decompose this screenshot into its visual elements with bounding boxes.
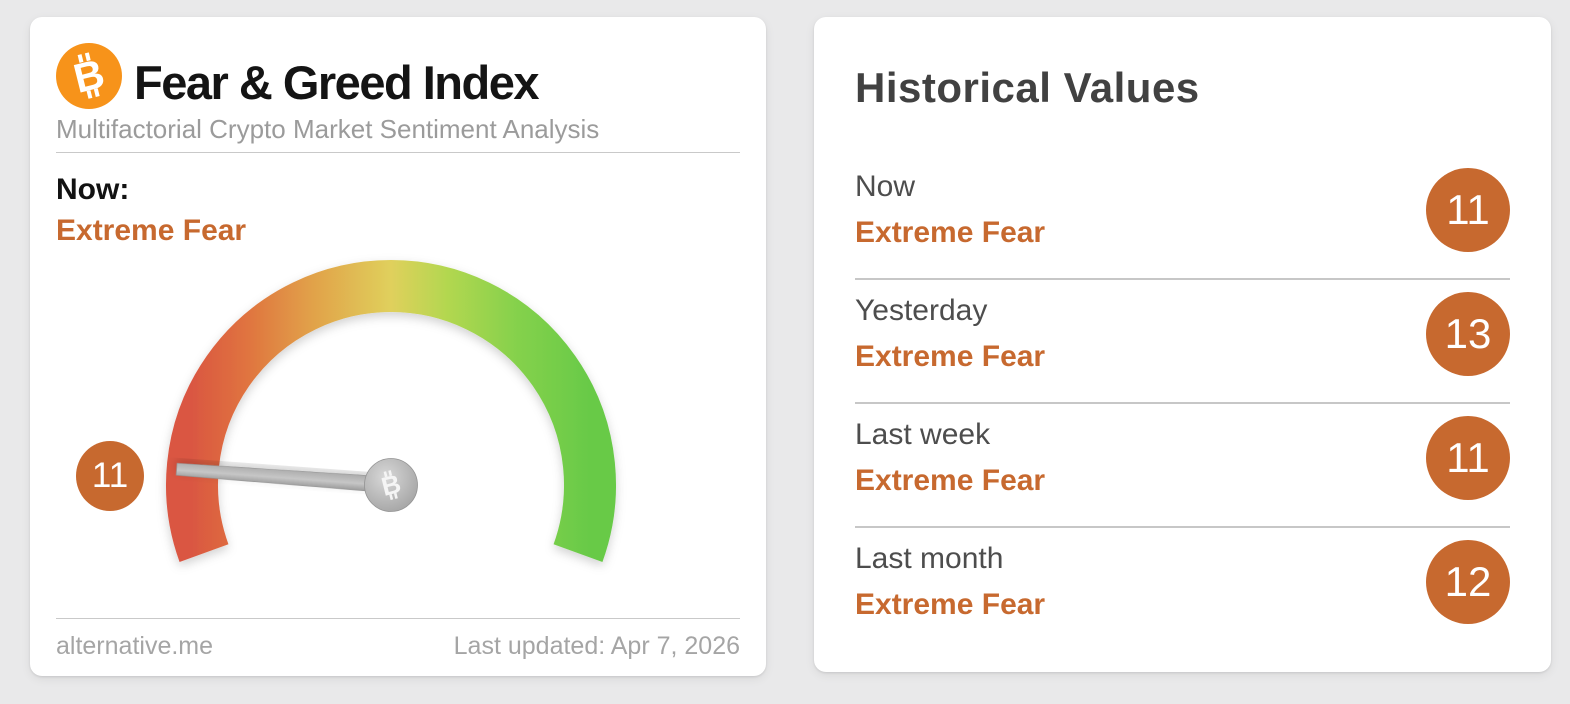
row-label: Now: [855, 170, 916, 203]
alternative-me-link[interactable]: alternative.me: [56, 632, 214, 660]
now-label: Now:: [56, 173, 130, 206]
row-value-badge: 13: [1426, 292, 1510, 376]
row-label: Last week: [855, 418, 991, 451]
row-classification: Extreme Fear: [855, 464, 1046, 497]
historical-values-card: Historical Values Now Extreme Fear 11 Ye…: [814, 17, 1551, 672]
row-classification: Extreme Fear: [855, 216, 1046, 249]
row-classification: Extreme Fear: [855, 340, 1046, 373]
gauge: B: [166, 260, 616, 562]
historical-row-last-month: Last month Extreme Fear 12: [855, 528, 1510, 652]
page-title: Fear & Greed Index: [134, 56, 540, 109]
gauge-arc: [166, 260, 616, 562]
header-divider: [56, 152, 740, 153]
bitcoin-icon: B: [56, 43, 122, 109]
row-label: Last month: [855, 542, 1004, 575]
now-classification: Extreme Fear: [56, 214, 247, 247]
historical-values-title: Historical Values: [855, 64, 1200, 111]
page-subtitle: Multifactorial Crypto Market Sentiment A…: [56, 114, 600, 144]
fear-greed-index-card: B Fear & Greed Index Multifactorial Cryp…: [30, 17, 766, 676]
row-classification: Extreme Fear: [855, 588, 1046, 621]
last-updated-text: Last updated: Apr 7, 2026: [453, 632, 740, 660]
historical-row-last-week: Last week Extreme Fear 11: [855, 404, 1510, 528]
row-value-badge: 11: [1426, 168, 1510, 252]
card-footer: alternative.me Last updated: Apr 7, 2026: [56, 618, 740, 661]
row-value-badge: 12: [1426, 540, 1510, 624]
row-value-badge: 11: [1426, 416, 1510, 500]
gauge-hub: B: [364, 458, 418, 512]
row-label: Yesterday: [855, 294, 988, 327]
historical-row-yesterday: Yesterday Extreme Fear 13: [855, 280, 1510, 404]
historical-rows: Now Extreme Fear 11 Yesterday Extreme Fe…: [855, 156, 1510, 652]
historical-row-now: Now Extreme Fear 11: [855, 156, 1510, 280]
gauge-value-badge: 11: [76, 441, 144, 511]
